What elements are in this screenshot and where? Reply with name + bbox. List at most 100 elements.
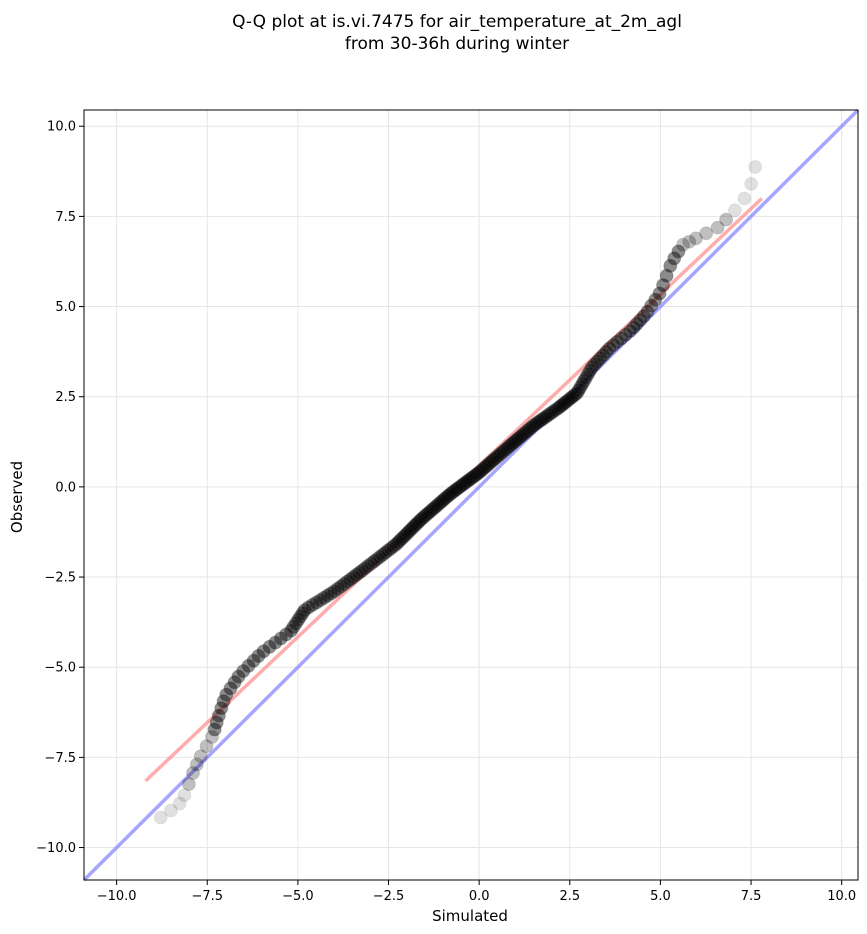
qq-point xyxy=(177,788,192,803)
qq-point xyxy=(295,606,310,621)
qq-point xyxy=(391,535,405,550)
qq-point xyxy=(494,446,509,461)
qq-point xyxy=(737,191,752,206)
qq-point xyxy=(727,203,742,218)
qq-point xyxy=(421,506,436,521)
grid-lines xyxy=(84,110,858,880)
qq-point xyxy=(417,509,432,524)
qq-point xyxy=(464,471,479,486)
y-tick-label: 7.5 xyxy=(55,210,76,225)
qq-point xyxy=(428,499,443,514)
y-tick-label: −2.5 xyxy=(44,571,76,586)
qq-point xyxy=(462,472,477,487)
qq-point xyxy=(313,593,328,608)
qq-point xyxy=(327,584,342,599)
qq-point xyxy=(231,669,246,684)
qq-point xyxy=(471,466,486,480)
y-tick-label: 10.0 xyxy=(47,120,76,135)
qq-point xyxy=(163,803,178,818)
qq-point xyxy=(599,344,614,359)
qq-point xyxy=(492,448,507,462)
qq-point xyxy=(644,298,659,313)
qq-point xyxy=(449,482,464,497)
qq-point xyxy=(618,327,633,342)
qq-point xyxy=(554,398,569,413)
qq-point xyxy=(211,708,226,723)
qq-point xyxy=(369,552,384,567)
x-tick-label: 2.5 xyxy=(559,889,580,904)
qq-point xyxy=(593,351,608,366)
qq-point xyxy=(349,567,364,582)
x-tick-label: 10.0 xyxy=(827,889,856,904)
qq-point xyxy=(550,401,565,416)
qq-point xyxy=(561,392,576,407)
qq-point xyxy=(501,439,516,454)
qq-point xyxy=(467,468,482,483)
qq-point xyxy=(558,395,572,410)
qq-point xyxy=(346,570,361,585)
qq-point xyxy=(214,701,229,716)
qq-point xyxy=(436,492,451,507)
qq-point xyxy=(406,520,421,535)
qq-point xyxy=(473,464,488,479)
qq-point xyxy=(236,664,251,679)
qq-point xyxy=(443,486,458,501)
qq-point xyxy=(389,537,403,552)
qq-point xyxy=(438,491,453,506)
qq-point xyxy=(343,572,358,587)
qq-point xyxy=(372,550,387,564)
qq-point xyxy=(682,234,697,249)
qq-point xyxy=(475,462,490,477)
qq-point xyxy=(288,616,303,631)
qq-point xyxy=(482,456,497,471)
qq-point xyxy=(567,387,582,402)
chart-title-line-2: from 30-36h during winter xyxy=(345,34,569,54)
qq-point xyxy=(652,286,667,301)
qq-point xyxy=(744,176,759,191)
quantile-points xyxy=(153,160,763,825)
qq-point xyxy=(432,496,447,511)
qq-point xyxy=(503,438,518,452)
qq-point xyxy=(590,354,605,369)
qq-point xyxy=(378,545,393,560)
qq-point xyxy=(284,623,298,638)
x-axis-label: Simulated xyxy=(432,907,508,925)
qq-point xyxy=(575,377,590,392)
qq-point xyxy=(505,436,520,451)
x-tick-label: 0.0 xyxy=(469,889,490,904)
qq-point xyxy=(172,796,187,811)
qq-point xyxy=(409,516,424,531)
y-tick-label: −10.0 xyxy=(36,841,76,856)
qq-point xyxy=(309,595,324,610)
qq-point xyxy=(413,513,428,528)
qq-point xyxy=(571,383,586,398)
qq-point xyxy=(394,531,409,546)
qq-point xyxy=(352,565,367,580)
qq-point xyxy=(440,489,455,504)
qq-point xyxy=(425,502,440,517)
qq-point xyxy=(411,514,426,529)
qq-point xyxy=(656,278,671,293)
qq-point xyxy=(577,374,591,388)
y-axis-ticks: −10.0 −7.5 −5.0 −2.5 0.0 2.5 5.0 7.5 10.0 xyxy=(36,120,84,856)
qq-point xyxy=(699,226,714,241)
qq-point xyxy=(671,244,686,259)
qq-point xyxy=(408,518,422,533)
x-tick-label: −2.5 xyxy=(373,889,405,904)
qq-point xyxy=(486,453,501,467)
qq-point xyxy=(536,411,551,426)
qq-point xyxy=(585,360,599,375)
qq-point xyxy=(246,653,261,668)
qq-point xyxy=(396,529,411,544)
qq-point xyxy=(514,428,529,443)
qq-point xyxy=(383,541,398,556)
qq-point xyxy=(400,525,415,540)
qq-point xyxy=(256,644,271,659)
qq-point xyxy=(189,757,204,772)
qq-point xyxy=(548,403,563,418)
qq-point xyxy=(465,470,480,485)
qq-point xyxy=(402,523,417,538)
qq-point xyxy=(640,304,655,319)
qq-point xyxy=(516,427,531,442)
